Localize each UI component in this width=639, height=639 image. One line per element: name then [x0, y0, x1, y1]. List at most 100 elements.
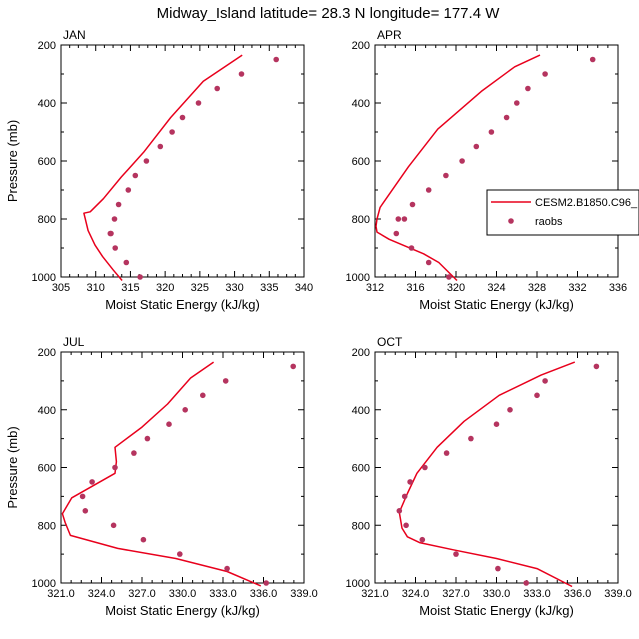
raobs-point	[123, 259, 130, 266]
raobs-point	[177, 551, 183, 557]
raobs-point	[401, 493, 408, 500]
raobs-point	[542, 71, 548, 77]
raobs-point	[401, 216, 408, 222]
raobs-point	[182, 407, 188, 413]
x-tick-label: 328	[528, 282, 546, 294]
raobs-point	[144, 435, 151, 442]
y-tick-label: 600	[38, 156, 56, 168]
raobs-point	[143, 158, 150, 164]
x-axis-label: Moist Static Energy (kJ/kg)	[419, 603, 574, 618]
raobs-point	[89, 479, 95, 485]
raobs-point	[514, 100, 520, 106]
raobs-point	[407, 479, 413, 485]
legend-marker-swatch	[508, 218, 514, 224]
panel-jan: 305 310 315 320 325 330 335 340 200 400 600 800 1000…	[5, 28, 313, 312]
raobs-point	[525, 85, 531, 92]
y-tick-label: 200	[38, 40, 56, 52]
x-tick-label: 321.0	[361, 588, 389, 600]
y-tick-label: 600	[352, 156, 370, 168]
raobs-point	[396, 508, 403, 514]
x-tick-label: 316	[406, 282, 424, 294]
y-tick-label: 600	[352, 463, 370, 475]
y-tick-label: 600	[38, 463, 56, 475]
panels: 305 310 315 320 325 330 335 340 200 400 600 800 1000…	[5, 28, 632, 618]
x-tick-label: 333.0	[209, 588, 237, 600]
panel-jul: 321.0 324.0 327.0 330.0 333.0 336.0 339.0 200 40…	[5, 335, 318, 618]
x-tick-label: 336	[609, 282, 627, 294]
y-axis-label: Pressure (mb)	[5, 120, 20, 202]
x-tick-label: 312	[366, 282, 384, 294]
x-tick-label: 321.0	[47, 588, 75, 600]
raobs-point	[224, 565, 230, 572]
y-tick-label: 800	[352, 520, 370, 532]
raobs-point	[125, 187, 132, 193]
raobs-point	[110, 522, 117, 529]
y-tick-label: 1000	[32, 272, 56, 284]
raobs-point	[488, 129, 495, 135]
raobs-point	[459, 158, 465, 164]
x-tick-label: 330.0	[483, 588, 511, 600]
x-tick-label: 336.0	[250, 588, 278, 600]
raobs-point	[238, 71, 245, 77]
raobs-point	[589, 56, 596, 63]
x-tick-label: 310	[87, 282, 105, 294]
y-tick-label: 1000	[32, 578, 56, 590]
x-axis-label: Moist Static Energy (kJ/kg)	[105, 603, 260, 618]
raobs-point	[263, 580, 270, 586]
raobs-point	[137, 274, 143, 280]
raobs-point	[107, 230, 114, 237]
figure-title: Midway_Island latitude= 28.3 N longitude…	[157, 5, 501, 22]
legend-obs-label: raobs	[535, 216, 563, 228]
x-tick-label: 324	[487, 282, 505, 294]
raobs-point	[132, 172, 139, 179]
raobs-point	[408, 245, 415, 251]
raobs-point	[222, 378, 229, 384]
raobs-point	[82, 508, 89, 514]
y-tick-label: 800	[38, 520, 56, 532]
y-tick-label: 200	[38, 347, 56, 359]
raobs-point	[453, 551, 459, 557]
x-tick-label: 339.0	[604, 588, 632, 600]
y-tick-label: 400	[352, 405, 370, 417]
raobs-point	[523, 580, 529, 586]
raobs-point	[273, 56, 280, 63]
model-profile-line	[375, 54, 541, 282]
raobs-point	[112, 464, 118, 471]
raobs-point	[131, 450, 137, 456]
raobs-point	[166, 421, 172, 428]
raobs-point	[542, 378, 548, 384]
raobs-point	[179, 114, 186, 121]
x-tick-label: 330	[225, 282, 243, 294]
legend-model-label: CESM2.B1850.C96_	[535, 197, 638, 209]
model-profile-line	[83, 54, 243, 281]
y-tick-label: 400	[38, 98, 56, 110]
y-tick-label: 1000	[346, 272, 370, 284]
x-axis-label: Moist Static Energy (kJ/kg)	[419, 297, 574, 312]
raobs-point	[115, 201, 122, 208]
x-tick-label: 320	[156, 282, 174, 294]
y-tick-label: 800	[352, 214, 370, 226]
y-tick-label: 800	[38, 214, 56, 226]
raobs-point	[140, 536, 147, 543]
x-tick-label: 305	[52, 282, 70, 294]
raobs-point	[446, 274, 452, 280]
raobs-point	[593, 363, 600, 370]
raobs-point	[534, 392, 540, 399]
model-profile-line	[61, 361, 262, 587]
x-tick-label: 335	[260, 282, 278, 294]
raobs-point	[443, 450, 450, 456]
y-tick-label: 200	[352, 40, 370, 52]
x-tick-label: 325	[191, 282, 209, 294]
raobs-point	[290, 363, 297, 370]
x-tick-label: 327.0	[128, 588, 156, 600]
legend: CESM2.B1850.C96_ raobs	[486, 189, 639, 236]
raobs-point	[419, 536, 426, 543]
raobs-point	[195, 100, 202, 106]
legend-box	[486, 189, 639, 236]
x-tick-label: 330.0	[169, 588, 197, 600]
raobs-point	[393, 230, 400, 237]
x-tick-label: 324.0	[402, 588, 430, 600]
raobs-point	[112, 245, 118, 251]
raobs-point	[495, 565, 501, 572]
